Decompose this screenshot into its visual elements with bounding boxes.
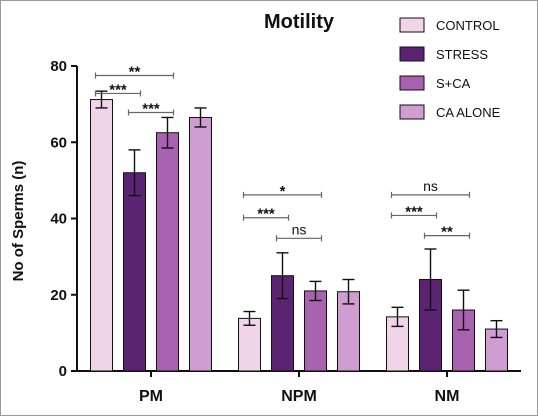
y-tick-label: 20	[50, 287, 67, 304]
y-axis-label: No of Sperms (n)	[10, 161, 27, 282]
legend-swatch	[399, 17, 425, 33]
legend-label: CA ALONE	[436, 105, 501, 120]
legend-label: CONTROL	[436, 18, 500, 33]
legend: CONTROL STRESS S+CA CA ALONE	[399, 17, 501, 120]
x-tick-label: PM	[139, 388, 163, 405]
y-tick-label: 80	[50, 58, 67, 75]
chart-title: Motility	[264, 11, 335, 33]
legend-swatch	[399, 104, 425, 120]
significance-label: *	[280, 183, 286, 200]
x-tick-label: NM	[435, 388, 460, 405]
x-tick-label: NPM	[281, 388, 317, 405]
y-tick-label: 40	[50, 211, 67, 228]
significance-label: **	[441, 224, 453, 241]
significance-label: ***	[257, 206, 275, 223]
significance-label: ***	[142, 101, 160, 118]
legend-swatch	[399, 75, 425, 91]
bar	[189, 116, 212, 372]
significance-label: ns	[423, 178, 438, 194]
significance-label: ns	[292, 221, 307, 237]
bar	[304, 290, 327, 372]
significance-label: ***	[405, 203, 423, 220]
significance-label: ***	[109, 81, 127, 98]
legend-swatch	[399, 46, 425, 62]
y-tick-label: 60	[50, 134, 67, 151]
bar	[156, 132, 179, 372]
bar	[238, 317, 261, 372]
bar	[90, 99, 113, 372]
significance-label: **	[129, 64, 141, 81]
bar	[123, 172, 146, 372]
bars	[90, 90, 508, 372]
axes: 0 20 40 60 80 PM NPM NM	[50, 58, 521, 405]
y-tick-label: 0	[59, 363, 67, 380]
legend-label: S+CA	[436, 76, 471, 91]
legend-label: STRESS	[436, 47, 488, 62]
